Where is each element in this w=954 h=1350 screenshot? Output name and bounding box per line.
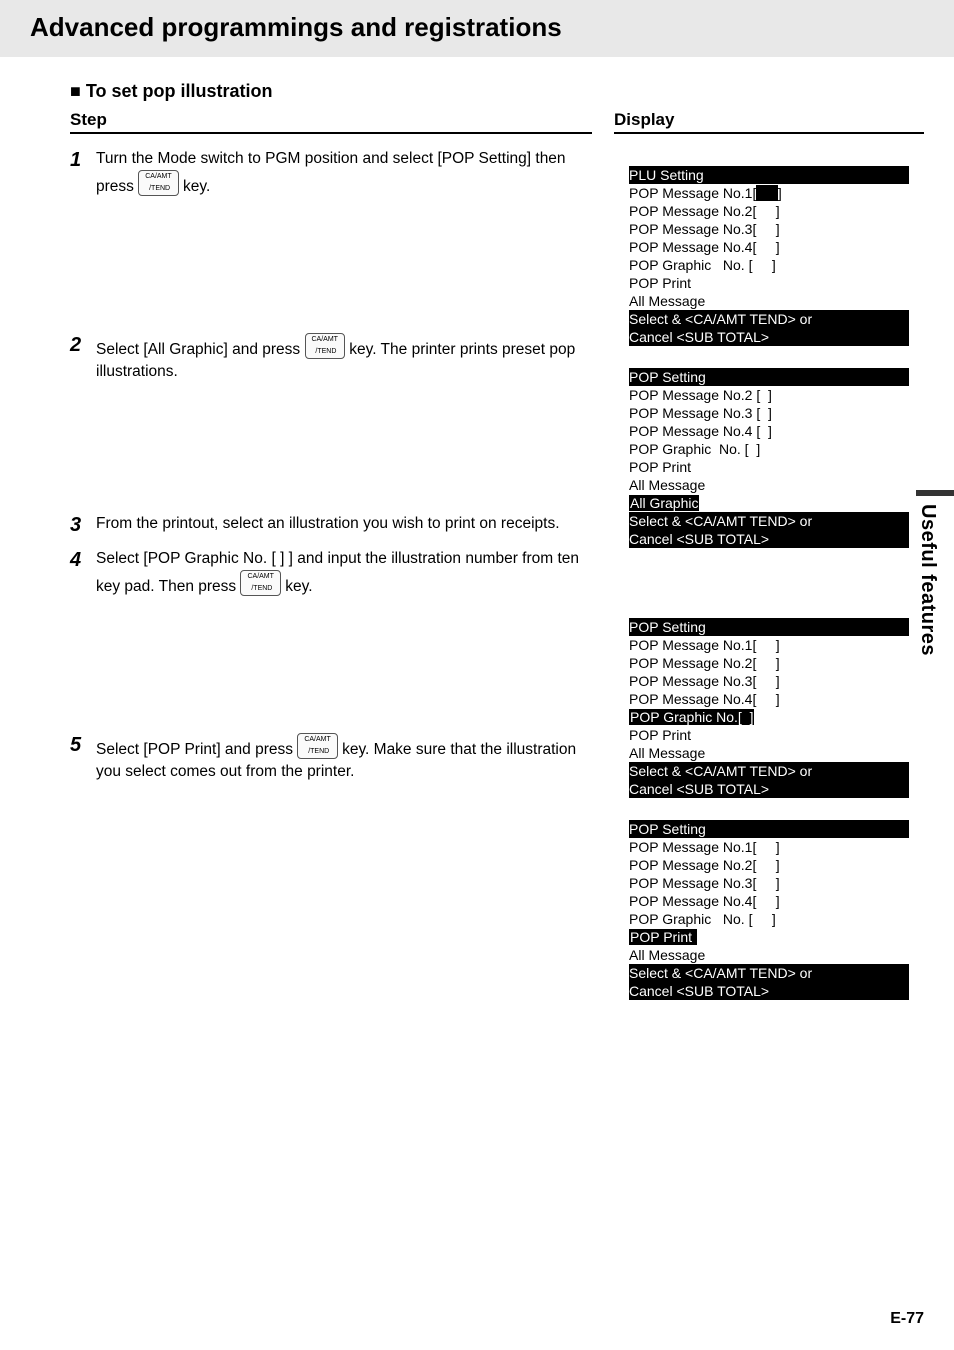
step-text: Select [All Graphic] and press CA/AMT /T… <box>96 333 592 384</box>
display-screen-3: POP Setting POP Message No.1[ ] POP Mess… <box>629 618 909 798</box>
spacer <box>614 148 924 166</box>
step-number: 1 <box>70 148 96 173</box>
display-line: POP Print <box>629 458 909 476</box>
display-line: All Graphic <box>629 494 909 512</box>
step-text: Turn the Mode switch to PGM position and… <box>96 148 592 199</box>
display-footer: Cancel <SUB TOTAL> <box>629 328 909 346</box>
step-1: 1 Turn the Mode switch to PGM position a… <box>70 148 592 323</box>
display-line: POP Graphic No. [ ] <box>629 256 909 274</box>
step-number: 2 <box>70 333 96 358</box>
display-footer: Select & <CA/AMT TEND> or <box>629 964 909 982</box>
display-title: PLU Setting <box>629 166 909 184</box>
display-line: All Message <box>629 946 909 964</box>
step-number: 5 <box>70 733 96 758</box>
step-text-a: Select [All Graphic] and press <box>96 341 305 358</box>
step-5: 5 Select [POP Print] and press CA/AMT /T… <box>70 733 592 784</box>
ca-amt-tend-key-icon: CA/AMT /TEND <box>297 733 337 759</box>
page-number: E-77 <box>890 1310 924 1328</box>
step-text: From the printout, select an illustratio… <box>96 513 560 535</box>
display-column: Display PLU Setting POP Message No.1[ ] … <box>614 110 924 1022</box>
display-line: All Message <box>629 476 909 494</box>
side-tab: Useful features <box>916 490 954 700</box>
display-line: POP Message No.3 [ ] <box>629 404 909 422</box>
step-heading: Step <box>70 110 592 134</box>
display-line: POP Message No.2[ ] <box>629 856 909 874</box>
two-column-layout: Step 1 Turn the Mode switch to PGM posit… <box>70 110 924 1022</box>
ca-amt-tend-key-icon: CA/AMT /TEND <box>305 333 345 359</box>
page-header: Advanced programmings and registrations <box>0 0 954 57</box>
display-title: POP Setting <box>629 618 909 636</box>
section-title: ■ To set pop illustration <box>70 81 924 102</box>
spacer <box>614 570 924 618</box>
step-text-b: key. <box>281 578 313 595</box>
display-footer: Select & <CA/AMT TEND> or <box>629 310 909 328</box>
display-line: POP Message No.4[ ] <box>629 238 909 256</box>
display-heading: Display <box>614 110 924 134</box>
display-footer: Select & <CA/AMT TEND> or <box>629 762 909 780</box>
display-line: POP Message No.2[ ] <box>629 202 909 220</box>
page-title: Advanced programmings and registrations <box>30 12 924 43</box>
display-line: POP Message No.3[ ] <box>629 874 909 892</box>
display-screen-2: POP Setting POP Message No.2 [ ] POP Mes… <box>629 368 909 548</box>
side-tab-label: Useful features <box>916 496 944 656</box>
step-number: 3 <box>70 513 96 538</box>
display-footer: Select & <CA/AMT TEND> or <box>629 512 909 530</box>
display-line: POP Message No.4[ ] <box>629 892 909 910</box>
display-line: POP Message No.4 [ ] <box>629 422 909 440</box>
display-footer: Cancel <SUB TOTAL> <box>629 982 909 1000</box>
step-2: 2 Select [All Graphic] and press CA/AMT … <box>70 333 592 503</box>
display-line: POP Graphic No. [ ] <box>629 910 909 928</box>
ca-amt-tend-key-icon: CA/AMT /TEND <box>240 570 280 596</box>
display-line: POP Print <box>629 928 909 946</box>
display-line: POP Print <box>629 274 909 292</box>
display-footer: Cancel <SUB TOTAL> <box>629 780 909 798</box>
step-text: Select [POP Graphic No. [ ] ] and input … <box>96 548 592 599</box>
display-line: POP Message No.2 [ ] <box>629 386 909 404</box>
display-line: POP Message No.4[ ] <box>629 690 909 708</box>
step-text-a: Select [POP Print] and press <box>96 741 297 758</box>
ca-amt-tend-key-icon: CA/AMT /TEND <box>138 170 178 196</box>
step-4: 4 Select [POP Graphic No. [ ] ] and inpu… <box>70 548 592 723</box>
step-text-a: Select [POP Graphic No. [ ] ] and input … <box>96 550 579 595</box>
display-footer: Cancel <SUB TOTAL> <box>629 530 909 548</box>
display-screen-1: PLU Setting POP Message No.1[ ] POP Mess… <box>629 166 909 346</box>
display-line: POP Graphic No.[ ] <box>629 708 909 726</box>
display-line: POP Message No.3[ ] <box>629 672 909 690</box>
display-title: POP Setting <box>629 368 909 386</box>
display-line: POP Message No.2[ ] <box>629 654 909 672</box>
display-line: POP Message No.1[ ] <box>629 636 909 654</box>
display-line: POP Print <box>629 726 909 744</box>
display-line: All Message <box>629 744 909 762</box>
step-text: Select [POP Print] and press CA/AMT /TEN… <box>96 733 592 784</box>
step-3: 3 From the printout, select an illustrat… <box>70 513 592 538</box>
display-line: All Message <box>629 292 909 310</box>
display-title: POP Setting <box>629 820 909 838</box>
display-line: POP Message No.1[ ] <box>629 838 909 856</box>
step-number: 4 <box>70 548 96 573</box>
step-column: Step 1 Turn the Mode switch to PGM posit… <box>70 110 592 1022</box>
content-area: ■ To set pop illustration Step 1 Turn th… <box>0 81 954 1022</box>
display-line: POP Graphic No. [ ] <box>629 440 909 458</box>
display-line: POP Message No.1[ ] <box>629 184 909 202</box>
display-screen-4: POP Setting POP Message No.1[ ] POP Mess… <box>629 820 909 1000</box>
display-line: POP Message No.3[ ] <box>629 220 909 238</box>
step-text-b: key. <box>179 178 211 195</box>
